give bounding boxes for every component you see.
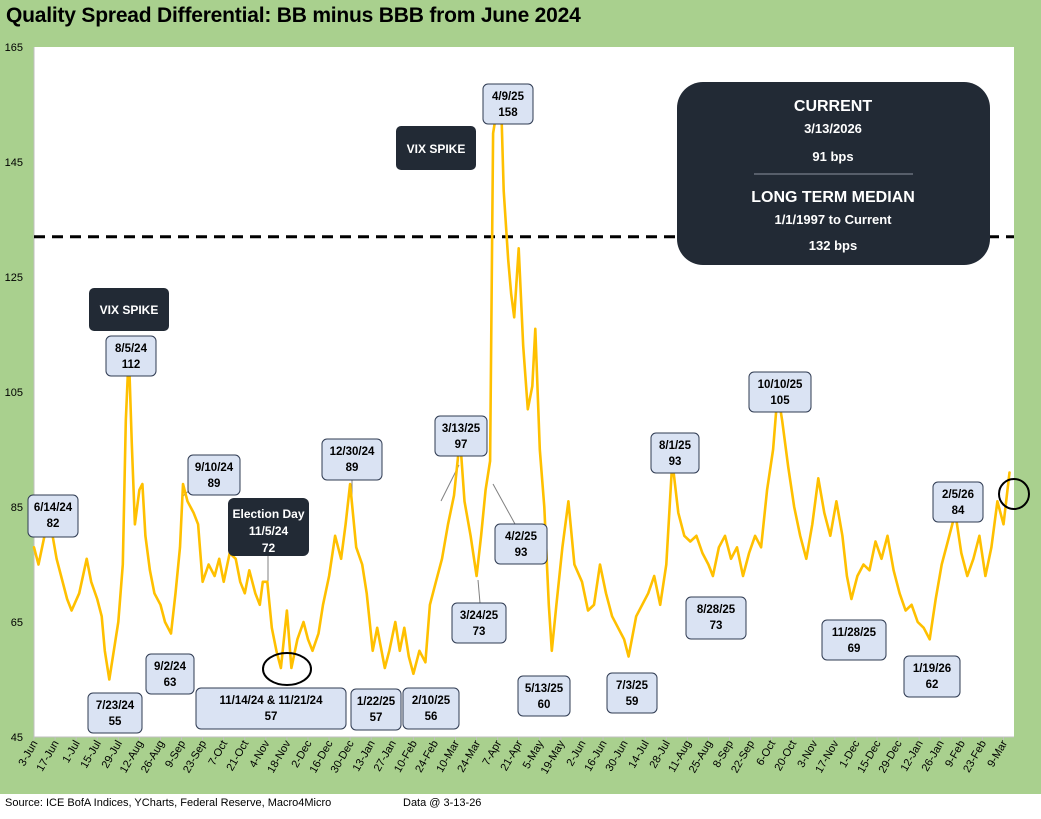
annotation-connector	[492, 483, 516, 525]
election-day-date: 11/5/24	[249, 524, 289, 538]
series-line	[32, 86, 1011, 681]
annotation-value: 59	[626, 696, 639, 708]
annotation-box	[517, 675, 571, 717]
y-tick-label: 85	[11, 502, 23, 514]
annotation-box	[650, 432, 700, 474]
annotation-date: 8/28/25	[697, 604, 736, 616]
annotation-value: 62	[926, 679, 939, 691]
annotation-value: 73	[473, 626, 486, 638]
annotation-box	[27, 494, 79, 538]
annotation-date: 5/13/25	[525, 683, 564, 695]
annotation-value: 105	[770, 395, 790, 407]
annotation-value: 55	[109, 716, 122, 728]
annotation-date: 4/9/25	[492, 91, 525, 103]
vix-spike-label-1: VIX SPIKE	[100, 303, 159, 317]
annotation-value: 84	[952, 505, 965, 517]
y-tick-label: 105	[5, 387, 23, 399]
annotation-box	[145, 653, 195, 695]
summary-median-value: 132 bps	[809, 238, 857, 253]
annotation-date: 1/22/25	[357, 696, 396, 708]
annotation-date: 10/10/25	[758, 379, 803, 391]
annotation-value: 57	[265, 711, 278, 723]
annotation-connector	[477, 579, 481, 604]
x-tick-label: 9-Mar	[985, 738, 1010, 769]
source-note: Source: ICE BofA Indices, YCharts, Feder…	[5, 797, 332, 809]
election-day-box	[228, 498, 309, 556]
y-tick-label: 45	[11, 732, 23, 744]
vix-spike-label-2: VIX SPIKE	[407, 142, 466, 156]
annotation-value: 93	[515, 547, 528, 559]
vix-spike-box-2	[396, 126, 476, 170]
data-date-note: Data @ 3-13-26	[403, 797, 482, 809]
annotation-value: 89	[346, 462, 359, 474]
vix-spike-box-1	[89, 288, 169, 331]
annotation-date: 2/10/25	[412, 695, 451, 707]
annotation-box	[105, 335, 157, 377]
annotation-box	[195, 687, 347, 730]
annotation-date: 8/1/25	[659, 440, 692, 452]
annotation-date: 9/2/24	[154, 661, 187, 673]
annotation-box	[187, 454, 241, 496]
annotation-date: 7/3/25	[616, 680, 649, 692]
y-tick-label: 145	[5, 157, 23, 169]
annotation-box	[482, 83, 534, 125]
y-tick-label: 125	[5, 272, 23, 284]
annotation-date: 3/13/25	[442, 423, 481, 435]
annotation-value: 57	[370, 712, 383, 724]
annotation-value: 93	[669, 456, 682, 468]
highlight-circle-nov	[262, 652, 312, 686]
election-day-value: 72	[262, 541, 276, 555]
annotation-date: 11/28/25	[832, 627, 877, 639]
footer	[0, 794, 1041, 819]
annotation-date: 4/2/25	[505, 531, 538, 543]
annotation-box	[932, 481, 984, 523]
summary-median-title: LONG TERM MEDIAN	[751, 189, 915, 206]
summary-current-date: 3/13/2026	[804, 121, 862, 136]
annotation-box	[321, 438, 383, 481]
annotation-box	[402, 687, 460, 730]
x-tick-group: 21-Apr	[498, 738, 525, 773]
chart-title: Quality Spread Differential: BB minus BB…	[6, 4, 581, 27]
annotation-date: 6/14/24	[34, 502, 73, 514]
annotation-box	[87, 692, 143, 734]
annotation-value: 112	[122, 359, 141, 371]
annotation-box	[494, 523, 548, 565]
annotation-date: 11/14/24 & 11/21/24	[220, 695, 324, 707]
annotation-value: 82	[47, 518, 60, 530]
annotation-box	[350, 688, 402, 731]
annotation-date: 7/23/24	[96, 700, 135, 712]
y-tick-label: 165	[5, 42, 23, 54]
annotation-value: 97	[455, 439, 468, 451]
annotation-box	[451, 602, 507, 644]
annotation-box	[903, 655, 961, 698]
title-bar: Quality Spread Differential: BB minus BB…	[0, 0, 1041, 34]
annotation-value: 73	[710, 620, 723, 632]
annotation-box	[606, 672, 658, 714]
y-tick-label: 65	[11, 617, 23, 629]
annotation-box	[821, 619, 887, 661]
summary-current-value: 91 bps	[812, 149, 853, 164]
annotation-value: 69	[848, 643, 861, 655]
annotation-value: 60	[538, 699, 551, 711]
highlight-circle-current	[998, 478, 1030, 510]
election-day-title: Election Day	[232, 507, 304, 521]
annotation-value: 158	[498, 107, 518, 119]
annotation-date: 2/5/26	[942, 489, 974, 501]
annotation-date: 1/19/26	[913, 663, 951, 675]
annotation-box	[748, 371, 812, 413]
annotation-date: 8/5/24	[115, 343, 148, 355]
annotation-box	[434, 415, 488, 457]
annotation-box	[685, 596, 747, 640]
annotation-date: 9/10/24	[195, 462, 234, 474]
x-tick-label: 21-Apr	[498, 738, 525, 773]
annotation-value: 56	[425, 711, 438, 723]
annotation-value: 89	[208, 478, 221, 490]
annotation-date: 12/30/24	[330, 446, 375, 458]
x-tick-group: 9-Mar	[985, 738, 1010, 769]
summary-current-title: CURRENT	[794, 98, 872, 115]
summary-median-range: 1/1/1997 to Current	[774, 212, 892, 227]
annotation-date: 3/24/25	[460, 610, 499, 622]
annotation-value: 63	[164, 677, 177, 689]
